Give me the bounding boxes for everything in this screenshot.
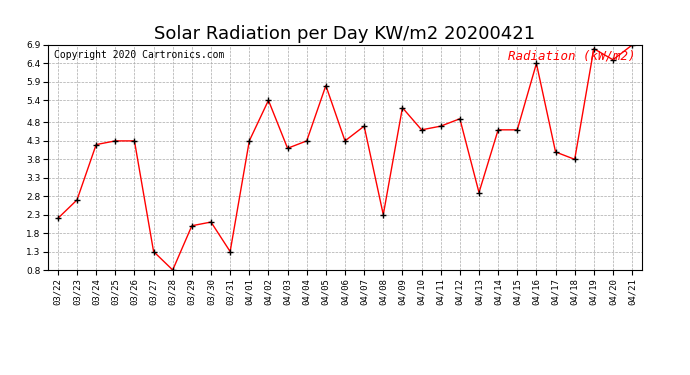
Text: Copyright 2020 Cartronics.com: Copyright 2020 Cartronics.com <box>55 50 225 60</box>
Title: Solar Radiation per Day KW/m2 20200421: Solar Radiation per Day KW/m2 20200421 <box>155 26 535 44</box>
Text: Radiation (kW/m2): Radiation (kW/m2) <box>509 50 635 63</box>
